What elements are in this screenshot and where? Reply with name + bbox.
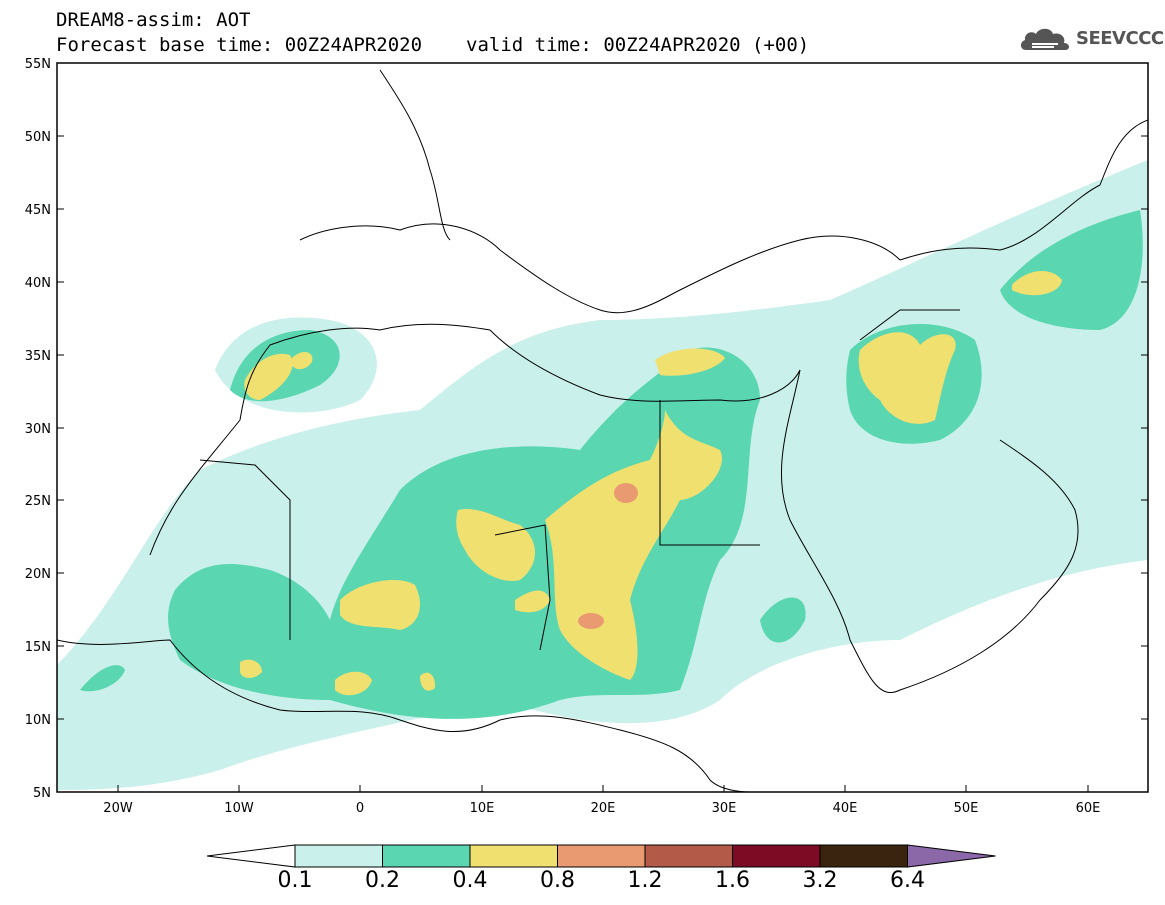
colorbar-label: 1.6 [715, 868, 750, 893]
colorbar-label: 0.8 [540, 868, 575, 893]
lat-label: 45N [25, 203, 51, 218]
seevccc-logo: SEEVCCC [1018, 24, 1164, 56]
map-title: DREAM8-assim: AOT [56, 9, 251, 31]
lat-label: 55N [25, 57, 51, 72]
colorbar-segment [557, 844, 646, 868]
lon-label: 50E [954, 801, 979, 816]
colorbar-segment [294, 844, 383, 868]
lat-label: 40N [25, 276, 51, 291]
colorbar-label: 1.2 [627, 868, 663, 893]
colorbar-label: 3.2 [802, 868, 838, 893]
lon-label: 40E [833, 801, 858, 816]
colorbar-label: 0.4 [452, 868, 488, 893]
lat-label: 25N [25, 494, 51, 509]
colorbar-arrow-high [907, 844, 996, 868]
aot-band-0.8 [578, 483, 638, 629]
colorbar-label: 6.4 [890, 868, 925, 893]
aot-band-0.4 [240, 270, 1062, 696]
colorbar-segment [819, 844, 908, 868]
lon-label: 20E [591, 801, 616, 816]
base-time: Forecast base time: 00Z24APR2020 [56, 34, 423, 56]
lon-label: 10E [470, 801, 495, 816]
lat-label: 35N [25, 349, 51, 364]
colorbar-segment [644, 844, 733, 868]
colorbar-arrow-low [206, 844, 296, 868]
valid-time: valid time: 00Z24APR2020 (+00) [466, 34, 810, 56]
aot-fields [57, 160, 1148, 790]
colorbar-segment [382, 844, 471, 868]
colorbar [206, 844, 996, 868]
lat-label: 10N [25, 713, 51, 728]
lat-label: 50N [25, 130, 51, 145]
coastlines [57, 69, 1148, 792]
forecast-times: Forecast base time: 00Z24APR2020 valid ti… [56, 35, 809, 55]
axis-ticks [57, 62, 1148, 792]
lat-label: 15N [25, 640, 51, 655]
cloud-icon [1020, 28, 1070, 50]
colorbar-segment [469, 844, 558, 868]
logo-text: SEEVCCC [1076, 28, 1164, 49]
lat-label: 20N [25, 567, 51, 582]
lon-label: 30E [712, 801, 737, 816]
colorbar-label: 0.1 [277, 868, 313, 893]
lat-label: 5N [33, 786, 51, 801]
colorbar-label: 0.2 [365, 868, 400, 893]
lat-label: 30N [25, 422, 51, 437]
lon-label: 20W [103, 801, 133, 816]
lon-label: 60E [1076, 801, 1101, 816]
lon-label: 10W [224, 801, 254, 816]
lon-label: 0 [356, 801, 364, 816]
colorbar-segment [732, 844, 821, 868]
